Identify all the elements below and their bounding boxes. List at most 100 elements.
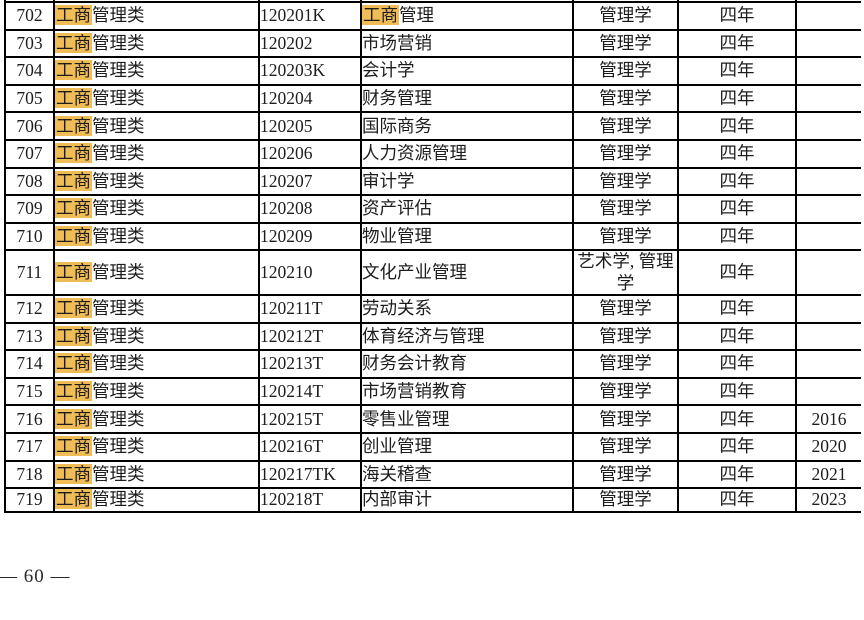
cell-row-number: 708 (4, 166, 55, 197)
cell-year (795, 294, 861, 324)
cell-code: 120211T (258, 294, 362, 324)
cell-code: 120205 (258, 111, 362, 141)
cell-row-number: 712 (4, 294, 55, 324)
cell-year (795, 1, 861, 31)
cell-degree: 管理学 (572, 376, 679, 407)
cell-category: 工商管理类 (53, 111, 260, 141)
search-highlight: 工商 (56, 325, 92, 346)
cell-category: 工商管理类 (53, 83, 260, 114)
cell-major: 物业管理 (360, 221, 574, 252)
table-row: 717 工商管理类 120216T 创业管理 管理学 四年 2020 (4, 432, 861, 462)
cell-code: 120218T (258, 487, 362, 513)
cell-category: 工商管理类 (53, 249, 260, 297)
cell-major: 审计学 (360, 166, 574, 197)
cell-row-number: 706 (4, 111, 55, 141)
cell-duration: 四年 (677, 349, 797, 379)
cell-code: 120204 (258, 83, 362, 114)
cell-duration: 四年 (677, 1, 797, 31)
cell-row-number: 718 (4, 459, 55, 490)
cell-row-number: 702 (4, 1, 55, 31)
cell-year (795, 321, 861, 352)
cell-degree: 管理学 (572, 166, 679, 197)
table-row: 705 工商管理类 120204 财务管理 管理学 四年 (4, 83, 861, 114)
cell-code: 120202 (258, 28, 362, 59)
cell-duration: 四年 (677, 28, 797, 59)
cell-major: 人力资源管理 (360, 138, 574, 169)
table-row: 710 工商管理类 120209 物业管理 管理学 四年 (4, 221, 861, 252)
majors-table: 702 工商管理类 120201K 工商管理 管理学 四年 703 工商管理类 120202 市场… (4, 0, 861, 513)
cell-duration: 四年 (677, 294, 797, 324)
cell-degree: 管理学 (572, 294, 679, 324)
cell-row-number: 713 (4, 321, 55, 352)
cell-duration: 四年 (677, 111, 797, 141)
cell-row-number: 709 (4, 194, 55, 224)
cell-degree: 艺术学, 管理学 (572, 249, 679, 297)
cell-category: 工商管理类 (53, 294, 260, 324)
cell-degree: 管理学 (572, 138, 679, 169)
cell-major: 工商管理 (360, 1, 574, 31)
cell-row-number: 710 (4, 221, 55, 252)
table-row: 707 工商管理类 120206 人力资源管理 管理学 四年 (4, 138, 861, 169)
cell-duration: 四年 (677, 487, 797, 513)
cell-degree: 管理学 (572, 1, 679, 31)
cell-year (795, 111, 861, 141)
cell-year: 2021 (795, 459, 861, 490)
cell-code: 120217TK (258, 459, 362, 490)
cell-code: 120209 (258, 221, 362, 252)
cell-major: 劳动关系 (360, 294, 574, 324)
cell-major: 体育经济与管理 (360, 321, 574, 352)
cell-code: 120210 (258, 249, 362, 297)
cell-row-number: 703 (4, 28, 55, 59)
cell-category: 工商管理类 (53, 56, 260, 86)
cell-code: 120212T (258, 321, 362, 352)
cell-duration: 四年 (677, 166, 797, 197)
cell-duration: 四年 (677, 83, 797, 114)
cell-code: 120203K (258, 56, 362, 86)
search-highlight: 工商 (56, 408, 92, 429)
table-row: 703 工商管理类 120202 市场营销 管理学 四年 (4, 28, 861, 59)
cell-category: 工商管理类 (53, 459, 260, 490)
search-highlight: 工商 (56, 262, 92, 283)
cell-category: 工商管理类 (53, 487, 260, 513)
cell-degree: 管理学 (572, 321, 679, 352)
cell-major: 内部审计 (360, 487, 574, 513)
cell-degree: 管理学 (572, 432, 679, 462)
search-highlight: 工商 (56, 115, 92, 136)
cell-degree: 管理学 (572, 28, 679, 59)
cell-degree: 管理学 (572, 83, 679, 114)
cell-degree: 管理学 (572, 459, 679, 490)
cell-duration: 四年 (677, 404, 797, 434)
cell-major: 文化产业管理 (360, 249, 574, 297)
search-highlight: 工商 (56, 143, 92, 164)
search-highlight: 工商 (56, 198, 92, 219)
cell-degree: 管理学 (572, 487, 679, 513)
cell-degree: 管理学 (572, 111, 679, 141)
cell-degree: 管理学 (572, 404, 679, 434)
cell-code: 120207 (258, 166, 362, 197)
cell-year (795, 349, 861, 379)
search-highlight: 工商 (56, 87, 92, 108)
cell-category: 工商管理类 (53, 221, 260, 252)
table-row: 716 工商管理类 120215T 零售业管理 管理学 四年 2016 (4, 404, 861, 434)
search-highlight: 工商 (56, 225, 92, 246)
table-row: 704 工商管理类 120203K 会计学 管理学 四年 (4, 56, 861, 86)
page-number: — 60 — (0, 566, 71, 587)
cell-category: 工商管理类 (53, 1, 260, 31)
cell-duration: 四年 (677, 249, 797, 297)
search-highlight: 工商 (56, 463, 92, 484)
cell-major: 财务会计教育 (360, 349, 574, 379)
cell-row-number: 717 (4, 432, 55, 462)
cell-year: 2016 (795, 404, 861, 434)
cell-category: 工商管理类 (53, 138, 260, 169)
cell-category: 工商管理类 (53, 404, 260, 434)
search-highlight: 工商 (56, 436, 92, 457)
cell-code: 120216T (258, 432, 362, 462)
table-row: 718 工商管理类 120217TK 海关稽查 管理学 四年 2021 (4, 459, 861, 490)
search-highlight: 工商 (56, 32, 92, 53)
search-highlight: 工商 (56, 353, 92, 374)
cell-major: 国际商务 (360, 111, 574, 141)
cell-major: 市场营销 (360, 28, 574, 59)
cell-code: 120213T (258, 349, 362, 379)
cell-category: 工商管理类 (53, 432, 260, 462)
